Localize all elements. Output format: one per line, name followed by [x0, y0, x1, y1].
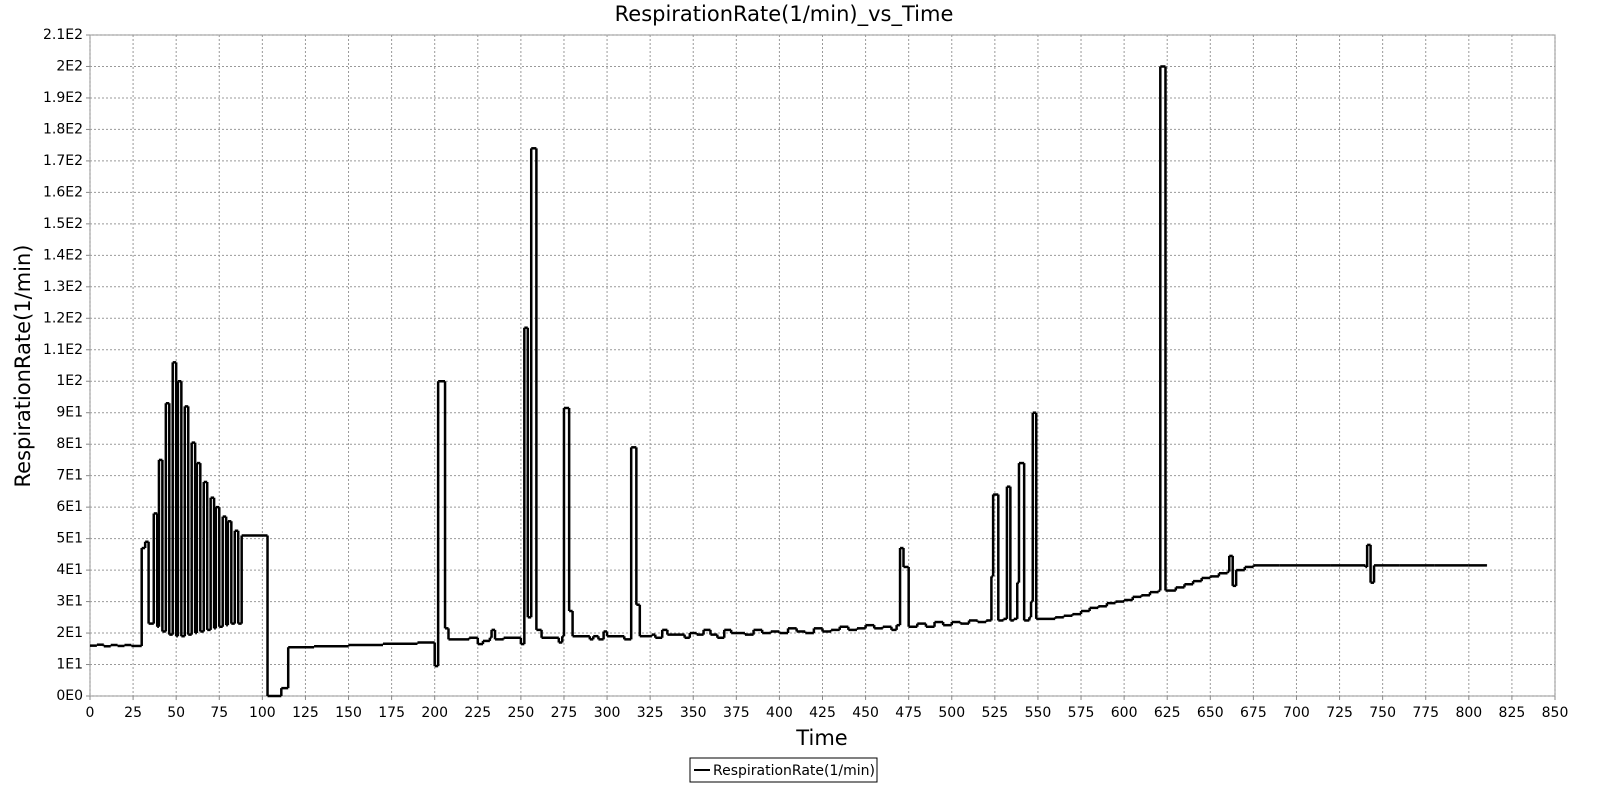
x-tick-label: 750	[1369, 705, 1396, 721]
x-tick-label: 75	[210, 705, 228, 721]
y-tick-label: 1.4E2	[43, 247, 83, 263]
x-tick-label: 25	[124, 705, 142, 721]
x-tick-label: 150	[335, 705, 362, 721]
y-tick-label: 1E1	[56, 657, 83, 673]
y-tick-label: 1E2	[56, 373, 83, 389]
y-tick-label: 0E0	[56, 688, 83, 704]
y-tick-label: 2E2	[56, 58, 83, 74]
x-tick-label: 400	[766, 705, 793, 721]
y-tick-label: 3E1	[56, 594, 83, 610]
y-tick-label: 9E1	[56, 405, 83, 421]
x-tick-label: 775	[1412, 705, 1439, 721]
x-tick-label: 650	[1197, 705, 1224, 721]
x-tick-label: 550	[1025, 705, 1052, 721]
x-tick-label: 275	[551, 705, 578, 721]
x-tick-label: 825	[1499, 705, 1526, 721]
y-tick-label: 7E1	[56, 468, 83, 484]
chart-title: RespirationRate(1/min)_vs_Time	[615, 2, 954, 27]
y-tick-label: 1.1E2	[43, 342, 83, 358]
y-tick-label: 5E1	[56, 531, 83, 547]
legend-label: RespirationRate(1/min)	[713, 763, 875, 779]
y-tick-label: 8E1	[56, 436, 83, 452]
x-tick-label: 0	[86, 705, 95, 721]
x-tick-label: 575	[1068, 705, 1095, 721]
x-tick-label: 625	[1154, 705, 1181, 721]
x-tick-label: 800	[1455, 705, 1482, 721]
x-tick-label: 700	[1283, 705, 1310, 721]
y-tick-label: 2.1E2	[43, 27, 83, 43]
x-tick-label: 200	[421, 705, 448, 721]
x-tick-label: 225	[464, 705, 491, 721]
x-tick-label: 425	[809, 705, 836, 721]
x-tick-label: 50	[167, 705, 185, 721]
y-tick-label: 1.5E2	[43, 216, 83, 232]
x-axis-label: Time	[795, 726, 847, 750]
step-riser	[95, 66, 1376, 696]
x-tick-label: 325	[637, 705, 664, 721]
y-tick-label: 1.7E2	[43, 153, 83, 169]
legend	[689, 757, 878, 783]
y-tick-label: 1.3E2	[43, 279, 83, 295]
x-tick-label: 125	[292, 705, 319, 721]
x-tick-label: 600	[1111, 705, 1138, 721]
x-tick-label: 350	[680, 705, 707, 721]
y-tick-label: 4E1	[56, 562, 83, 578]
y-tick-label: 1.9E2	[43, 90, 83, 106]
y-tick-label: 2E1	[56, 625, 83, 641]
x-tick-label: 850	[1542, 705, 1569, 721]
x-tick-label: 375	[723, 705, 750, 721]
x-tick-label: 300	[594, 705, 621, 721]
x-tick-label: 250	[508, 705, 535, 721]
y-tick-label: 1.2E2	[43, 310, 83, 326]
y-tick-label: 1.8E2	[43, 121, 83, 137]
x-tick-label: 500	[938, 705, 965, 721]
x-tick-label: 725	[1326, 705, 1353, 721]
y-axis-label: RespirationRate(1/min)	[11, 245, 35, 488]
y-tick-label: 6E1	[56, 499, 83, 515]
x-tick-label: 450	[852, 705, 879, 721]
x-tick-label: 675	[1240, 705, 1267, 721]
y-tick-label: 1.6E2	[43, 184, 83, 200]
x-tick-label: 175	[378, 705, 405, 721]
x-tick-label: 100	[249, 705, 276, 721]
x-tick-label: 475	[895, 705, 922, 721]
x-tick-label: 525	[981, 705, 1008, 721]
